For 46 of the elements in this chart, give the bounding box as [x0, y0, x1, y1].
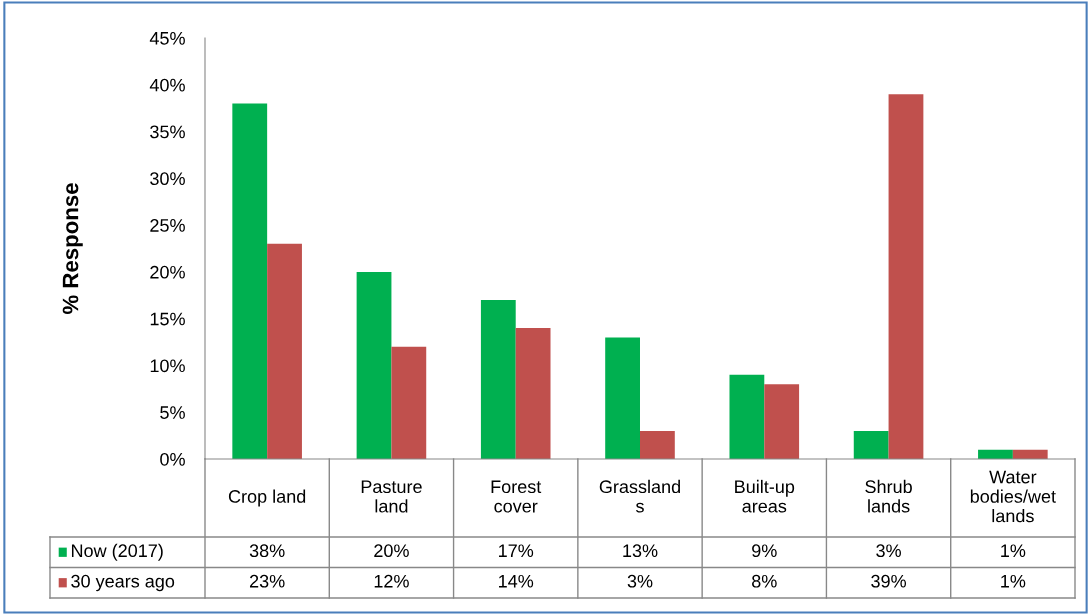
bar	[232, 103, 268, 459]
bar	[764, 384, 800, 459]
x-tick-label: Pasture land	[361, 480, 422, 513]
y-tick-label: 15%	[150, 312, 185, 326]
y-tick-label: 25%	[150, 219, 185, 232]
data-label: 1%	[1001, 574, 1026, 588]
x-tick-label: Water bodies/wet lands	[970, 470, 1056, 523]
bar	[853, 430, 889, 459]
bar	[605, 337, 640, 459]
data-label: 38%	[249, 544, 285, 558]
x-tick-label: Forest cover	[491, 480, 542, 513]
data-label: 3%	[876, 544, 901, 558]
legend-label: Now (2017)	[71, 543, 163, 561]
bar	[480, 299, 516, 459]
data-label: 23%	[249, 574, 285, 588]
y-tick-label: 30%	[150, 172, 185, 186]
bar	[888, 94, 924, 459]
x-tick-label: Crop land	[228, 489, 306, 507]
bar	[356, 271, 392, 459]
legend-label: 30 years ago	[71, 574, 175, 592]
data-label: 14%	[499, 574, 534, 588]
data-label: 3%	[627, 574, 653, 588]
y-tick-label: 10%	[150, 359, 185, 373]
data-label: 17%	[499, 544, 534, 558]
x-tick-label: Built-up areas	[735, 479, 795, 513]
data-label: 1%	[1001, 544, 1026, 558]
x-tick-label: Shrub lands	[865, 479, 912, 513]
data-label: 20%	[374, 544, 409, 558]
bar	[267, 243, 302, 459]
data-label: 8%	[752, 574, 777, 588]
y-tick-label: 5%	[160, 406, 185, 419]
bar	[640, 430, 675, 459]
y-tick-label: 35%	[150, 125, 185, 139]
bar	[391, 346, 427, 459]
data-label: 39%	[871, 574, 906, 588]
bar	[729, 374, 765, 459]
y-tick-label: 45%	[149, 32, 185, 45]
y-tick-label: 0%	[160, 452, 185, 466]
y-axis-title: % Response	[62, 183, 83, 315]
data-label: 9%	[752, 544, 777, 558]
y-tick-label: 20%	[150, 265, 185, 279]
x-tick-label: Grassland s	[599, 479, 680, 513]
y-tick-label: 40%	[149, 78, 185, 92]
data-label: 13%	[623, 544, 658, 558]
bar	[515, 328, 551, 459]
data-label: 12%	[374, 574, 409, 588]
